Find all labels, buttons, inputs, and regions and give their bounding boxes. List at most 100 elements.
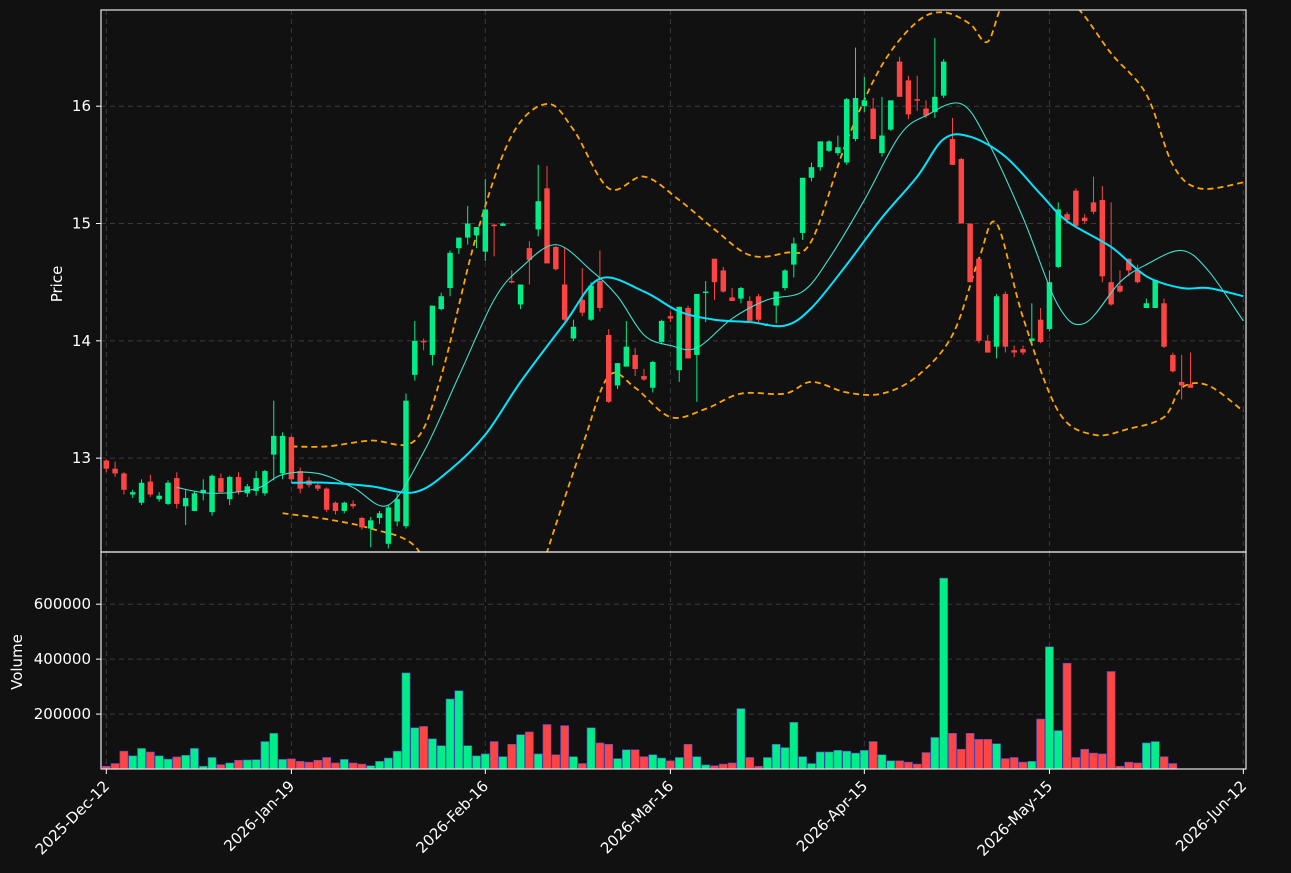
candle-body: [958, 158, 965, 224]
volume-bar: [357, 763, 367, 770]
price-tick-label: 13: [72, 449, 91, 467]
volume-bar: [577, 763, 587, 770]
candle-body: [808, 167, 815, 178]
volume-bar: [383, 757, 393, 770]
candle-body: [861, 100, 868, 107]
price-y-axis: 13 14 15 16: [72, 97, 101, 467]
volume-bar: [154, 755, 164, 770]
candle-body: [244, 486, 251, 494]
volume-bar: [146, 751, 155, 770]
candle-body: [323, 488, 330, 510]
volume-bar: [824, 751, 834, 770]
candle-body: [200, 489, 206, 494]
candle-body: [1002, 293, 1009, 347]
volume-bar: [542, 724, 552, 770]
candle-body: [544, 188, 550, 264]
volume-bar: [912, 763, 922, 770]
volume-bar: [877, 754, 887, 770]
moving-averages: [176, 102, 1244, 507]
volume-axis-title: Volume: [8, 634, 26, 690]
candle-body: [385, 507, 392, 544]
candle-body: [553, 246, 559, 270]
candle-body: [632, 354, 638, 369]
volume-bar: [859, 750, 869, 770]
candle-body: [253, 478, 259, 491]
volume-bar: [119, 750, 129, 770]
volume-bar: [137, 748, 146, 770]
candle-body: [588, 285, 594, 320]
volume-bar: [921, 752, 931, 770]
candle-body: [129, 492, 136, 495]
volume-bar: [1142, 742, 1151, 770]
volume-bar: [648, 754, 658, 770]
candle-body: [658, 320, 665, 343]
candle-body: [315, 485, 321, 489]
volume-bar: [1150, 741, 1160, 770]
candle-body: [456, 237, 462, 249]
volume-bar: [1053, 730, 1063, 770]
candle-body: [226, 476, 233, 500]
candle-body: [940, 61, 947, 96]
candle-body: [570, 326, 577, 339]
price-axis-title: Price: [48, 266, 66, 303]
volume-bar: [375, 761, 384, 770]
volume-bar: [216, 764, 226, 770]
volume-bar: [851, 752, 860, 770]
volume-bar: [586, 727, 596, 770]
volume-bar: [278, 759, 287, 770]
volume-bar: [789, 722, 799, 770]
volume-y-axis: 200000 400000 600000: [34, 595, 101, 723]
candle-body: [1029, 338, 1035, 341]
volume-bar: [701, 764, 711, 770]
volume-tick-label: 600000: [34, 595, 91, 613]
volume-bar: [331, 762, 340, 770]
volume-panel-frame: [100, 551, 1247, 770]
candle-body: [297, 471, 303, 489]
volume-bar: [1036, 718, 1045, 770]
volume-bar: [833, 750, 843, 770]
candle-body: [482, 209, 489, 252]
volume-bar: [348, 762, 358, 770]
volume-bar: [604, 743, 614, 770]
candle-body: [403, 400, 409, 527]
candle-body: [702, 291, 709, 294]
volume-bar: [736, 708, 746, 770]
volume-bar: [727, 762, 737, 770]
volume-bar: [339, 759, 349, 770]
candle-body: [1011, 350, 1017, 353]
candle-body: [1020, 349, 1026, 353]
candle-body: [896, 61, 903, 97]
volume-bar: [551, 754, 561, 770]
candle-body: [473, 227, 480, 236]
candle-body: [694, 293, 700, 355]
volume-bar: [436, 745, 446, 770]
volume-bar: [533, 753, 543, 770]
bollinger-bands: [282, 10, 1244, 552]
volume-bar: [260, 741, 270, 770]
volume-bar: [683, 743, 693, 770]
candle-body: [641, 376, 647, 380]
candle-body: [967, 223, 973, 283]
volume-bar: [287, 758, 296, 770]
volume-bar: [657, 757, 666, 770]
candle-body: [138, 482, 145, 503]
candle-body: [782, 270, 788, 289]
candle-body: [509, 281, 515, 283]
candle-body: [949, 139, 956, 165]
volume-bar: [304, 761, 314, 770]
candle-body: [367, 520, 374, 529]
price-tick-label: 16: [72, 97, 91, 115]
candle-body: [747, 300, 753, 321]
volume-bar: [295, 761, 305, 770]
candle-body: [835, 147, 841, 154]
volume-bar: [798, 756, 807, 770]
candle-body: [1037, 319, 1044, 343]
volume-bar: [613, 758, 622, 770]
volume-bar: [225, 762, 235, 770]
candle-body: [174, 478, 180, 504]
candle-body: [1073, 190, 1079, 226]
volume-bar: [965, 732, 975, 770]
volume-bar: [1018, 761, 1028, 770]
